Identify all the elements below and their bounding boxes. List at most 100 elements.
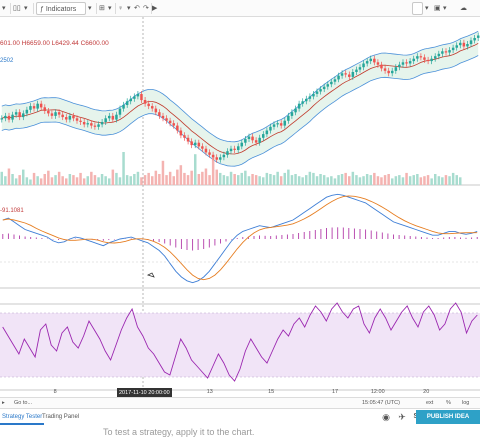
candle-body [115, 114, 118, 120]
volume-bar [373, 172, 376, 185]
chevron-down-icon[interactable]: ▾ [425, 5, 429, 12]
volume-bar [419, 177, 423, 185]
volume-bar [322, 175, 326, 185]
log-toggle[interactable]: log [462, 400, 470, 406]
volume-bar [355, 175, 358, 185]
volume-bar [111, 169, 115, 185]
templates-icon[interactable]: ⊞ [99, 5, 105, 12]
candle-body [90, 123, 93, 126]
publish-idea-button[interactable]: PUBLISH IDEA [416, 410, 480, 424]
candle-body [426, 59, 430, 62]
tab-strategy-tester[interactable]: Strategy Tester [0, 409, 45, 425]
candle-body [0, 118, 3, 120]
candle-body [283, 120, 286, 126]
volume-bar [47, 170, 50, 185]
ext-toggle[interactable]: ext [426, 400, 434, 406]
play-icon[interactable]: ▶ [152, 5, 158, 12]
volume-bar [308, 171, 312, 185]
volume-bar [426, 175, 430, 185]
volume-bar [333, 178, 337, 185]
cloud-icon[interactable]: ☁ [460, 5, 467, 12]
date-range-icon[interactable]: ▸ [2, 400, 5, 406]
dropdown-arrow-icon[interactable]: ▾ [2, 5, 6, 12]
bollinger-band-fill [1, 31, 479, 167]
volume-bar [65, 178, 68, 185]
candle-body [143, 100, 147, 104]
chevron-down-icon[interactable]: ▾ [443, 5, 447, 12]
toolbar-divider [96, 3, 97, 14]
candle-body [466, 44, 469, 47]
time-axis-tick-label: 15 [268, 389, 275, 395]
volume-bar [25, 177, 29, 185]
candle-body [29, 106, 32, 110]
candle-body [32, 106, 36, 109]
macd-line [2, 193, 478, 284]
volume-bar [18, 175, 21, 185]
candle-body [254, 140, 258, 143]
candle-body [401, 62, 405, 65]
volume-bar [39, 178, 43, 185]
candle-body [262, 134, 265, 138]
candle-body [344, 73, 347, 75]
volume-bar [219, 172, 222, 185]
candle-body [229, 148, 233, 152]
chart-area[interactable]: 601.00 H6659.00 L6429.44 C6600.00 2502 -… [0, 17, 480, 391]
chart-style-icon[interactable]: ▯▯ [13, 5, 21, 12]
bottom-toolbar: ▸ Go to... 15:05:47 (UTC) ext % log [0, 397, 480, 408]
volume-bar [50, 177, 54, 185]
volume-bar [158, 174, 161, 185]
candle-body [423, 57, 426, 60]
volume-bar [315, 176, 319, 185]
fullscreen-icon[interactable] [412, 2, 423, 15]
candle-body [244, 139, 247, 143]
twitter-icon[interactable]: ✈ [398, 412, 406, 422]
candle-body [376, 62, 380, 65]
volume-bar [79, 172, 82, 185]
volume-bar [287, 169, 290, 185]
volume-bar [344, 172, 347, 185]
undo-icon[interactable]: ↶ [134, 5, 140, 12]
candle-body [215, 157, 218, 160]
percent-toggle[interactable]: % [446, 400, 451, 406]
alert-icon[interactable]: ♀ [118, 5, 124, 12]
macd-signal-line [2, 195, 478, 281]
volume-bar [61, 176, 64, 185]
indicators-button[interactable]: ƒ Indicators [36, 2, 86, 15]
toolbar-divider [33, 3, 34, 14]
volume-bar [11, 174, 14, 185]
candle-body [251, 136, 254, 141]
volume-bar [294, 174, 297, 185]
candle-body [337, 75, 340, 80]
candle-body [365, 61, 369, 64]
volume-bar [441, 177, 444, 185]
volume-bar [337, 175, 340, 185]
candle-body [319, 89, 322, 92]
screenshot-icon[interactable]: ▣ [434, 5, 441, 12]
candle-body [391, 70, 394, 74]
candle-body [86, 123, 89, 125]
price-chart[interactable] [0, 17, 480, 391]
volume-bar [240, 172, 243, 185]
chevron-down-icon[interactable]: ▾ [88, 5, 92, 12]
volume-bar [68, 174, 72, 185]
camera-icon[interactable]: ◉ [382, 412, 390, 422]
chevron-down-icon[interactable]: ▾ [108, 5, 112, 12]
redo-icon[interactable]: ↷ [143, 5, 149, 12]
candle-body [441, 51, 444, 54]
time-axis-tick-label: 12:00 [370, 389, 385, 395]
tab-trading-panel[interactable]: Trading Panel [42, 414, 80, 420]
volume-bar [211, 156, 215, 185]
candle-body [25, 109, 29, 114]
goto-button[interactable]: Go to... [14, 400, 33, 406]
chevron-down-icon[interactable]: ▾ [24, 5, 28, 12]
volume-bar [143, 175, 147, 185]
candle-body [398, 64, 401, 68]
time-axis[interactable]: 8 13 15 17 12:00 20 [0, 389, 480, 397]
candle-body [290, 112, 294, 116]
indicators-icon: ƒ [40, 6, 46, 13]
cursor-time-label: 2017-11-10 20:00:00 [117, 388, 172, 398]
volume-bar [125, 175, 129, 185]
candle-body [183, 135, 186, 138]
volume-bar [194, 154, 197, 185]
chevron-down-icon[interactable]: ▾ [127, 5, 131, 12]
